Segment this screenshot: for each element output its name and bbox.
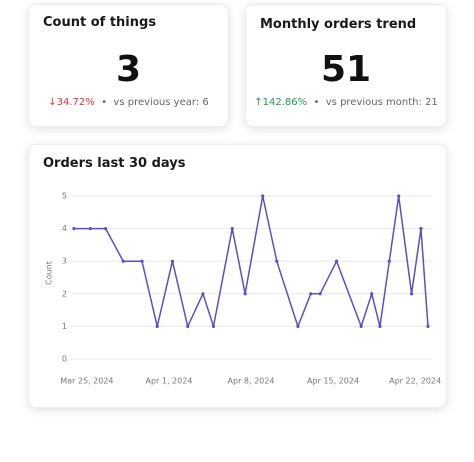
y-tick-label: 5 — [62, 192, 67, 201]
point — [309, 292, 313, 296]
point — [104, 227, 108, 231]
x-tick-label: Mar 25, 2024 — [60, 377, 113, 386]
chart: Count 0 1 2 3 4 5 Mar 25, 2024 Apr 1, 2024 Apr 8… — [45, 192, 442, 386]
point — [378, 324, 382, 328]
point — [370, 292, 374, 296]
chart-title: Orders last 30 days — [43, 156, 186, 171]
comparison: vs previous year: 6 — [113, 97, 209, 108]
y-axis-label: Count — [45, 261, 54, 285]
card-sub: ↓34.72% • vs previous year: 6 — [48, 97, 209, 108]
point — [72, 227, 76, 231]
x-tick-label: Apr 1, 2024 — [145, 377, 192, 386]
card-title: Count of things — [43, 15, 157, 30]
point — [88, 227, 93, 231]
change: 34.72% — [56, 97, 95, 108]
point — [230, 227, 234, 231]
point — [140, 259, 144, 263]
point — [296, 324, 300, 328]
change: 142.86% — [262, 97, 308, 108]
x-tick-label: Apr 8, 2024 — [228, 377, 275, 386]
point — [334, 259, 339, 263]
line — [74, 195, 429, 329]
point — [409, 292, 414, 296]
card-sub: ↑142.86% • vs previous month: 21 — [254, 97, 438, 108]
card-value: 51 — [320, 49, 372, 90]
point — [359, 324, 363, 328]
y-tick-label: 1 — [62, 322, 67, 331]
arrow: ↓ — [48, 97, 57, 108]
x-tick-label: Apr 22, 2024 — [389, 377, 441, 386]
point — [201, 292, 205, 296]
point — [186, 324, 190, 328]
y-tick-label: 4 — [62, 224, 67, 233]
point — [318, 292, 322, 296]
point — [387, 259, 391, 263]
point — [121, 259, 125, 263]
arrow: ↑ — [254, 97, 263, 108]
point — [243, 292, 247, 296]
point — [155, 324, 159, 328]
card-title: Monthly orders trend — [260, 17, 417, 32]
y-tick-label: 2 — [62, 289, 67, 298]
y-tick-label: 0 — [62, 355, 67, 364]
point — [170, 259, 175, 263]
card: Monthly orders trend 51 ↑142.86% • vs pr… — [245, 4, 447, 127]
point — [261, 194, 265, 198]
point — [397, 194, 401, 198]
point — [275, 259, 279, 263]
point — [426, 324, 430, 328]
chart-card: Orders last 30 days Count 0 1 2 3 4 5 Mar 25, … — [28, 144, 447, 408]
card-value: 3 — [115, 49, 142, 90]
point — [211, 324, 216, 328]
y-tick-label: 3 — [62, 257, 67, 266]
x-tick-label: Apr 15, 2024 — [307, 377, 359, 386]
comparison: vs previous month: 21 — [325, 97, 438, 108]
card: Count of things 3 ↓34.72% • vs previous … — [28, 4, 229, 127]
point — [419, 227, 423, 231]
